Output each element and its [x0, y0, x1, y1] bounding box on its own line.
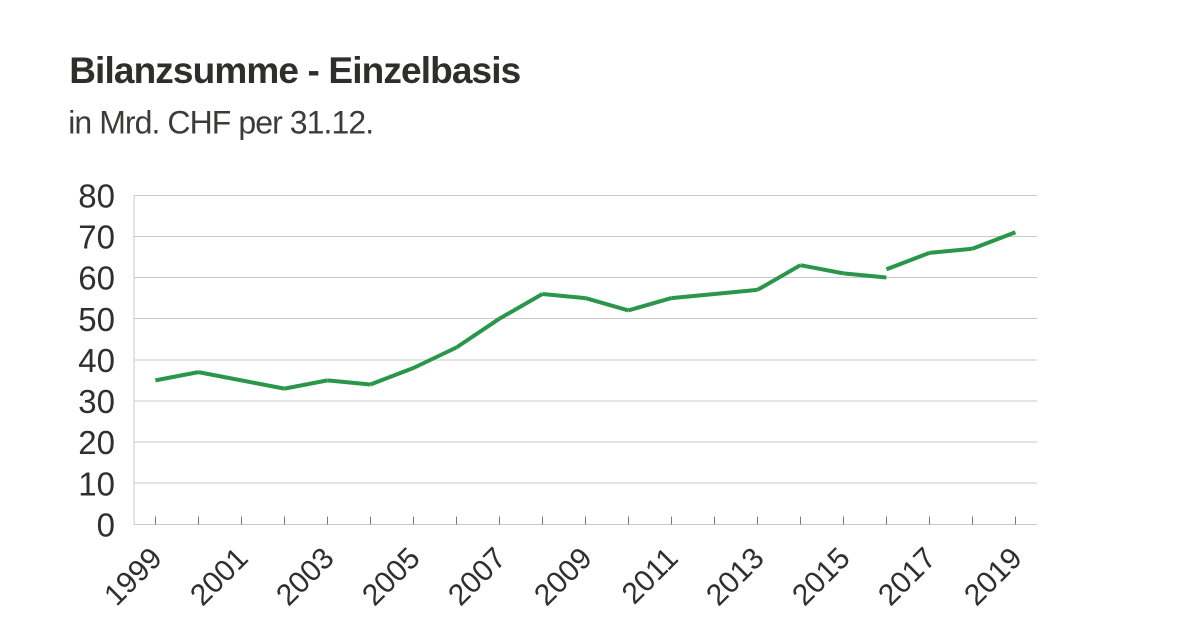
- svg-text:2003: 2003: [270, 542, 341, 613]
- svg-text:80: 80: [78, 177, 115, 214]
- svg-text:2017: 2017: [872, 542, 943, 613]
- svg-text:2005: 2005: [356, 542, 427, 613]
- svg-text:60: 60: [78, 260, 115, 297]
- svg-text:50: 50: [78, 301, 115, 338]
- svg-text:70: 70: [78, 219, 115, 256]
- svg-text:0: 0: [97, 506, 115, 543]
- svg-text:Bilanzsumme - Einzelbasis: Bilanzsumme - Einzelbasis: [69, 50, 520, 91]
- svg-text:2015: 2015: [786, 542, 857, 613]
- svg-text:1999: 1999: [98, 542, 169, 613]
- svg-text:20: 20: [78, 424, 115, 461]
- svg-text:2001: 2001: [184, 542, 255, 613]
- svg-text:2011: 2011: [616, 542, 685, 611]
- svg-text:2019: 2019: [958, 542, 1029, 613]
- svg-text:2007: 2007: [442, 542, 513, 613]
- svg-text:2009: 2009: [528, 542, 599, 613]
- svg-text:40: 40: [78, 342, 115, 379]
- svg-text:in Mrd. CHF per 31.12.: in Mrd. CHF per 31.12.: [68, 104, 373, 140]
- svg-text:10: 10: [78, 465, 115, 502]
- svg-text:30: 30: [78, 383, 115, 420]
- svg-text:2013: 2013: [700, 542, 771, 613]
